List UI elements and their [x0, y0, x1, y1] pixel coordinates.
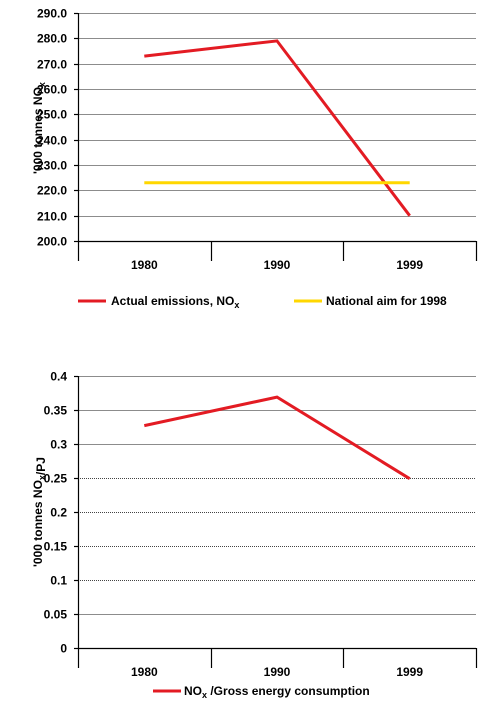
legend: NOx /Gross energy consumption: [153, 684, 370, 700]
y-tick-label: 0.2: [50, 506, 67, 520]
y-tick-label: 250.0: [37, 108, 67, 122]
x-tick-label: 1999: [396, 258, 423, 272]
legend-label-actual-emissions: Actual emissions, NOx: [111, 294, 239, 310]
chart-nox-per-energy: 0 0.05 0.1 0.15 0.2 0.25 0.3 0.35 0.4 1980 1990 19…: [31, 370, 478, 700]
y-tick-label: 290.0: [37, 7, 67, 21]
y-tick-label: 280.0: [37, 32, 67, 46]
x-tick-label: 1999: [396, 665, 423, 679]
y-axis-label: '000 tonnes NOx/PJ: [31, 457, 48, 567]
x-tick-label: 1990: [264, 258, 291, 272]
y-tick-label: 0.15: [44, 540, 68, 554]
y-tick-label: 260.0: [37, 83, 67, 97]
series-line-1: [143, 395, 411, 480]
y-tick-label: 0.1: [50, 574, 67, 588]
chart-nox-emissions: 200.0 210.0 220.0 230.0 240.0 250.0 260.0 270.0…: [31, 7, 478, 310]
y-tick-label: 0.3: [50, 438, 67, 452]
x-tick-label: 1980: [131, 258, 158, 272]
y-axis-label: '000 tonnes NOx: [31, 82, 47, 174]
y-tick-label: 230.0: [37, 159, 67, 173]
y-tick-label: 210.0: [37, 210, 67, 224]
y-tick-label: 270.0: [37, 58, 67, 72]
y-tick-label: 0.05: [44, 608, 68, 622]
legend-label-national-aim: National aim for 1998: [326, 294, 447, 308]
y-tick-label: 0: [60, 642, 67, 656]
legend: Actual emissions, NOx National aim for 1…: [78, 294, 447, 310]
x-tick-label: 1980: [131, 665, 158, 679]
y-tick-label: 0.35: [44, 404, 68, 418]
x-tick-label: 1990: [264, 665, 291, 679]
y-tick-label: 240.0: [37, 134, 67, 148]
y-tick-label: 220.0: [37, 184, 67, 198]
y-tick-label: 0.25: [44, 472, 68, 486]
y-tick-label: 200.0: [37, 235, 67, 249]
legend-label-nox-gross-energy: NOx /Gross energy consumption: [184, 684, 370, 700]
series-line-1: [144, 39, 411, 217]
y-tick-label: 0.4: [50, 370, 67, 384]
